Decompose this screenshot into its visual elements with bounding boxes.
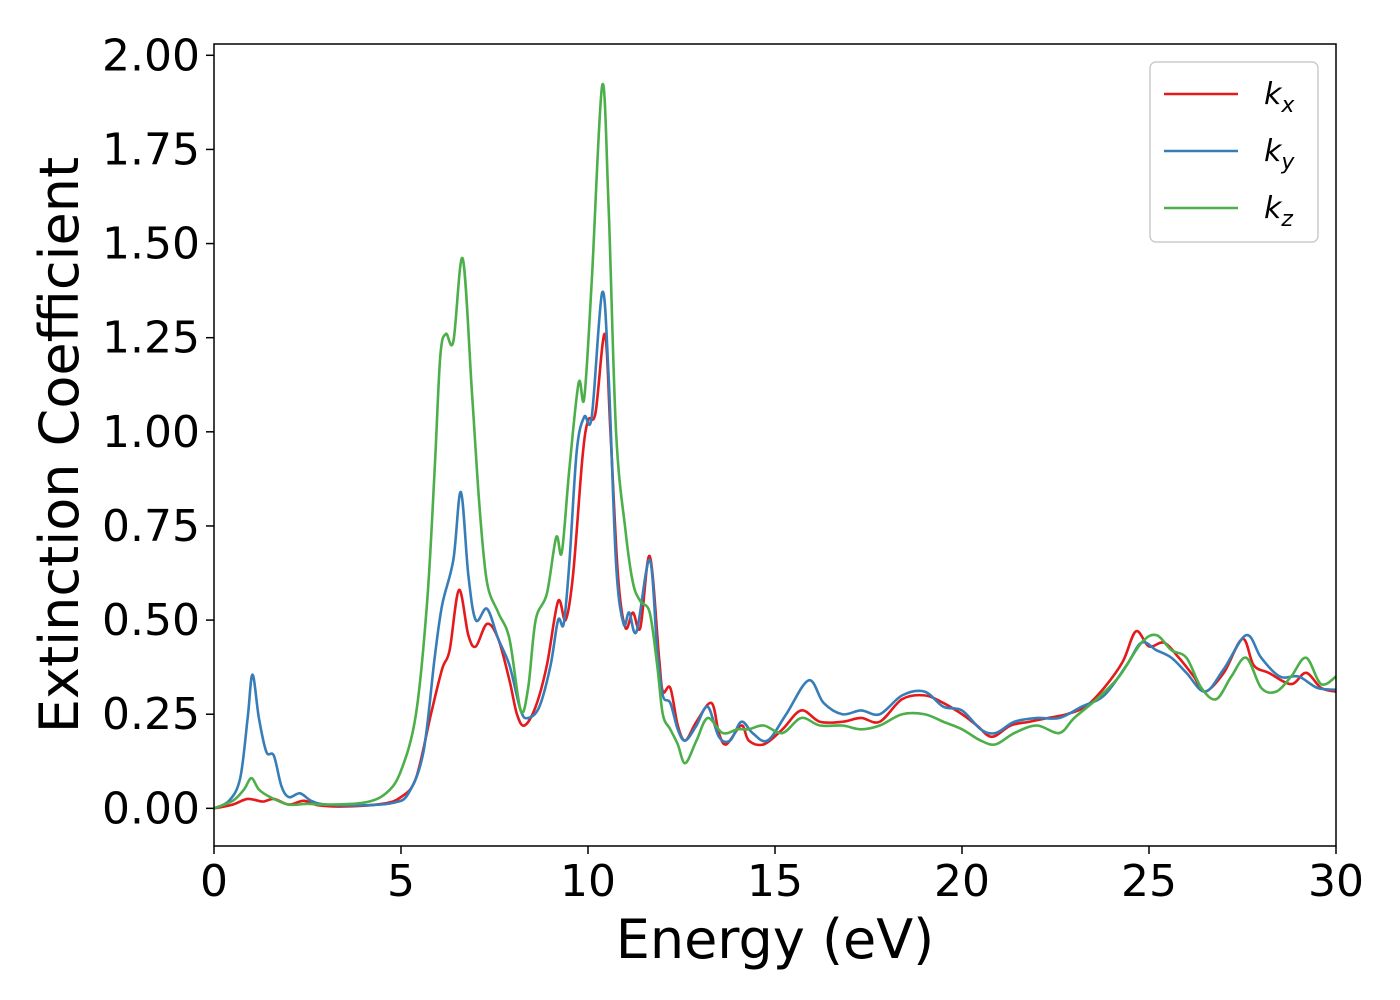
y-tick-label: 2.00: [102, 30, 200, 81]
series-line-ky: [214, 290, 1336, 810]
y-tick-label: 1.50: [102, 219, 200, 270]
y-axis-label: Extinction Coefficient: [28, 157, 91, 733]
x-tick-label: 20: [934, 856, 990, 907]
y-tick-label: 0.75: [102, 501, 200, 552]
legend: kx ky kz: [1149, 61, 1319, 243]
y-tick-label: 0.00: [102, 783, 200, 834]
y-tick-label: 1.25: [102, 313, 200, 364]
series-layer: [214, 82, 1336, 810]
x-tick-label: 30: [1308, 856, 1364, 907]
legend-entry-kx: kx: [1264, 77, 1295, 118]
x-tick-label: 25: [1121, 856, 1177, 907]
y-tick-label: 0.50: [102, 595, 200, 646]
legend-entry-kz: kz: [1264, 191, 1293, 232]
x-axis: 0 5 10 15 20 25 30: [200, 846, 1364, 907]
x-tick-label: 10: [560, 856, 616, 907]
y-axis: 0.00 0.25 0.50 0.75 1.00 1.25 1.50 1.75 2.00: [102, 30, 214, 834]
x-axis-label: Energy (eV): [616, 908, 935, 971]
x-tick-label: 0: [200, 856, 228, 907]
y-tick-label: 0.25: [102, 689, 200, 740]
legend-entry-ky: ky: [1264, 134, 1295, 175]
y-tick-label: 1.00: [102, 407, 200, 458]
x-tick-label: 5: [387, 856, 415, 907]
x-tick-label: 15: [747, 856, 803, 907]
series-line-kx: [214, 332, 1336, 810]
series-line-kz: [214, 82, 1336, 810]
y-tick-label: 1.75: [102, 124, 200, 175]
